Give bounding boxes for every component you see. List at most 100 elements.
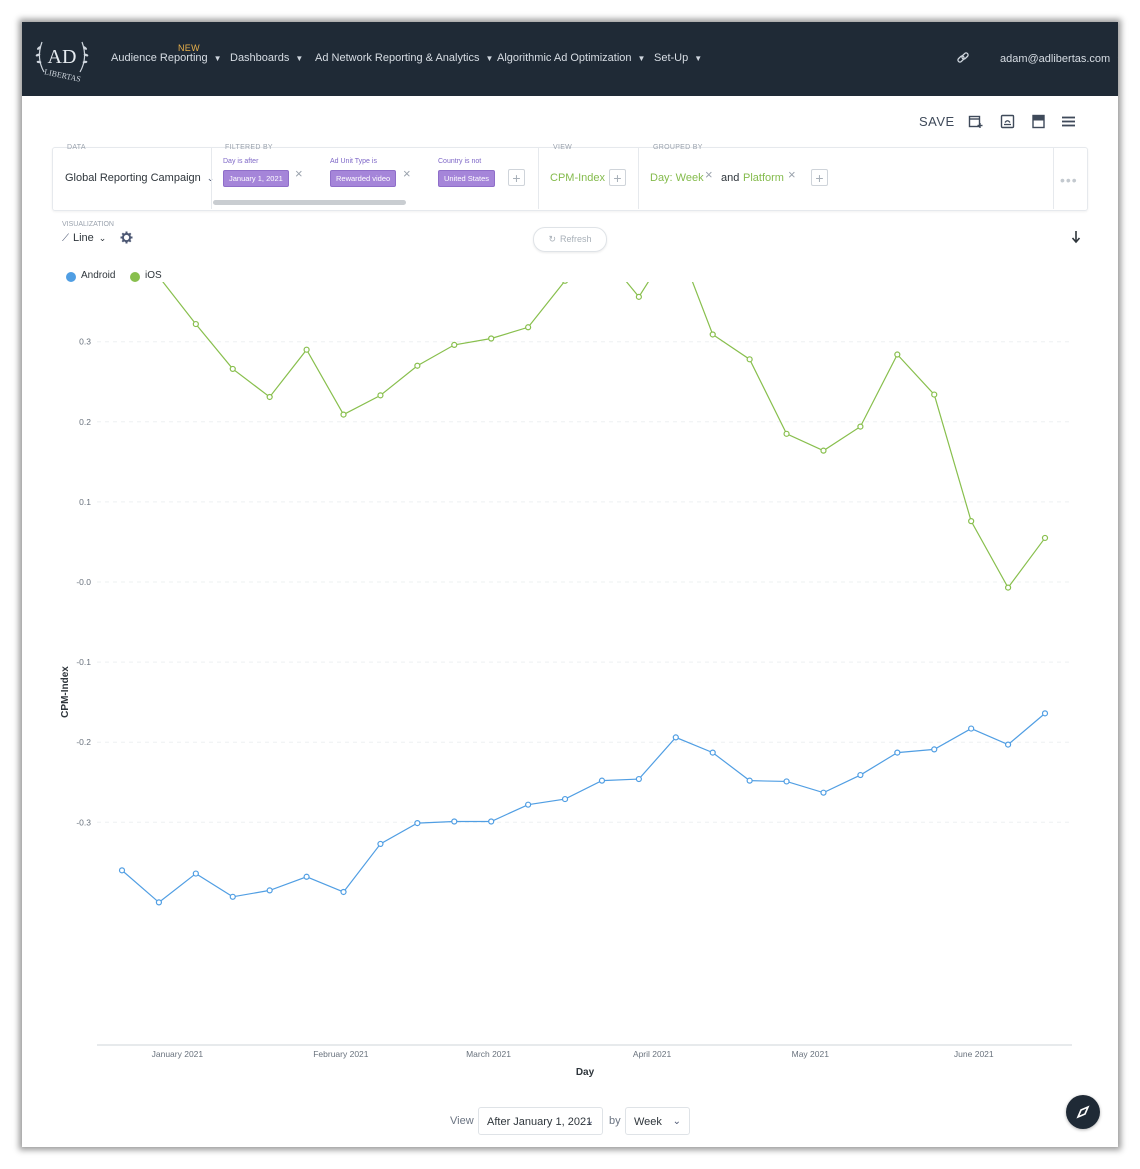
legend-label-ios[interactable]: iOS — [145, 270, 162, 281]
data-point-ios — [820, 447, 827, 454]
data-point-ios — [746, 356, 753, 363]
data-point-ios — [377, 392, 384, 399]
data-point-ios — [525, 324, 532, 331]
data-point-ios — [414, 362, 421, 369]
visualization-type-select[interactable]: ⟋ Line ⌄ — [62, 232, 106, 244]
nav-setup[interactable]: Set-Up ▼ — [654, 52, 702, 64]
time-unit-value: Week — [634, 1116, 662, 1128]
download-icon[interactable] — [1071, 231, 1081, 244]
x-tick-label: April 2021 — [633, 1049, 672, 1059]
refresh-button[interactable]: ↻ Refresh — [533, 227, 607, 252]
data-point-android — [192, 870, 199, 877]
filter-label: Country is not — [438, 158, 482, 165]
document-icon[interactable] — [1031, 114, 1046, 129]
remove-group-icon[interactable]: × — [788, 167, 796, 182]
group-and-label: and — [721, 172, 740, 184]
series-line-android — [121, 712, 1046, 904]
nav-label: Audience Reporting — [111, 52, 208, 64]
save-button[interactable]: SAVE — [919, 114, 955, 129]
data-point-ios — [192, 320, 199, 328]
refresh-label: Refresh — [560, 234, 592, 244]
user-menu[interactable]: adam@adlibertas.com ▼ — [1000, 53, 1118, 65]
alert-icon[interactable] — [1000, 114, 1015, 129]
add-to-dashboard-icon[interactable] — [968, 114, 983, 129]
data-point-android — [783, 778, 790, 785]
data-point-ios — [709, 331, 716, 338]
chevron-down-icon: ▼ — [694, 54, 703, 63]
filter-scrollbar[interactable] — [213, 200, 406, 205]
view-metric[interactable]: CPM-Index — [550, 172, 606, 184]
add-filter-button[interactable]: + — [508, 169, 525, 186]
data-point-android — [1041, 710, 1049, 717]
data-point-android — [377, 840, 384, 848]
add-metric-button[interactable]: + — [609, 169, 626, 186]
grouped-section-title: GROUPED BY — [653, 144, 703, 151]
nav-dashboards[interactable]: Dashboards ▼ — [230, 52, 303, 64]
top-nav: AD LIBERTAS NEW Audience Reporting ▼ Dash… — [22, 22, 1118, 96]
data-source-label: Global Reporting Campaign — [65, 172, 201, 184]
time-unit-select[interactable]: Week ⌄ — [625, 1107, 690, 1135]
data-source-select[interactable]: Global Reporting Campaign ⌄ — [65, 172, 214, 184]
nav-audience-reporting[interactable]: Audience Reporting ▼ — [111, 52, 222, 64]
nav-ad-network-reporting[interactable]: Ad Network Reporting & Analytics ▼ — [315, 52, 493, 64]
adlibertas-logo[interactable]: AD LIBERTAS — [32, 32, 92, 88]
data-point-android — [118, 867, 126, 874]
divider — [1053, 148, 1054, 209]
legend-dot-android — [66, 272, 76, 282]
chevron-down-icon: ▼ — [637, 54, 646, 63]
query-builder — [52, 147, 1088, 211]
nav-label: Set-Up — [654, 52, 689, 64]
data-point-android — [857, 771, 864, 779]
nav-algorithmic-optimization[interactable]: Algorithmic Ad Optimization ▼ — [497, 52, 645, 64]
chevron-down-icon: ▼ — [1116, 55, 1118, 64]
data-point-android — [968, 725, 975, 732]
date-range-value: After January 1, 2021 — [487, 1116, 593, 1128]
series-line-ios — [162, 282, 1046, 589]
view-label: View — [450, 1115, 474, 1127]
data-point-ios — [931, 391, 938, 398]
remove-filter-icon[interactable]: × — [403, 166, 411, 181]
y-tick-label: 0.1 — [79, 497, 91, 507]
chevron-down-icon: ⌄ — [98, 233, 107, 243]
data-point-ios — [266, 393, 273, 401]
gear-icon[interactable] — [120, 231, 133, 244]
x-axis-label: Day — [576, 1067, 595, 1078]
data-point-android — [635, 775, 642, 783]
explore-button[interactable] — [1066, 1095, 1100, 1129]
filter-pill-ad-unit[interactable]: Rewarded video — [330, 170, 397, 187]
more-options-icon[interactable]: ••• — [1060, 172, 1078, 188]
remove-group-icon[interactable]: × — [705, 167, 713, 182]
data-point-android — [820, 789, 827, 796]
user-email: adam@adlibertas.com — [1000, 53, 1111, 65]
data-point-android — [709, 749, 716, 756]
group-by-platform[interactable]: Platform — [743, 172, 784, 184]
data-point-android — [525, 801, 532, 808]
y-tick-label: -0.1 — [76, 657, 91, 667]
filter-pill-date[interactable]: January 1, 2021 — [223, 170, 289, 187]
data-point-android — [1004, 741, 1012, 748]
filtered-section-title: FILTERED BY — [225, 144, 273, 151]
chevron-down-icon: ▼ — [485, 54, 494, 63]
data-point-ios — [451, 341, 458, 349]
group-by-day[interactable]: Day: Week — [650, 172, 704, 184]
link-icon[interactable] — [956, 51, 970, 65]
legend-label-android[interactable]: Android — [81, 270, 116, 281]
data-point-android — [266, 887, 273, 894]
compass-icon — [1076, 1105, 1090, 1119]
date-range-select[interactable]: After January 1, 2021 ⌄ — [478, 1107, 603, 1135]
chevron-down-icon: ⌄ — [585, 1116, 594, 1127]
new-badge: NEW — [178, 43, 200, 53]
data-point-ios — [894, 351, 901, 358]
add-group-button[interactable]: + — [811, 169, 828, 186]
remove-filter-icon[interactable]: × — [295, 166, 303, 181]
view-section-title: VIEW — [553, 144, 573, 151]
x-tick-label: February 2021 — [313, 1049, 369, 1059]
chevron-down-icon: ▼ — [295, 54, 304, 63]
data-point-android — [598, 777, 606, 784]
data-point-android — [561, 795, 569, 803]
filter-pill-country[interactable]: United States — [438, 170, 496, 187]
menu-icon[interactable] — [1061, 114, 1076, 129]
refresh-icon: ↻ — [548, 234, 557, 244]
data-point-android — [155, 899, 163, 906]
